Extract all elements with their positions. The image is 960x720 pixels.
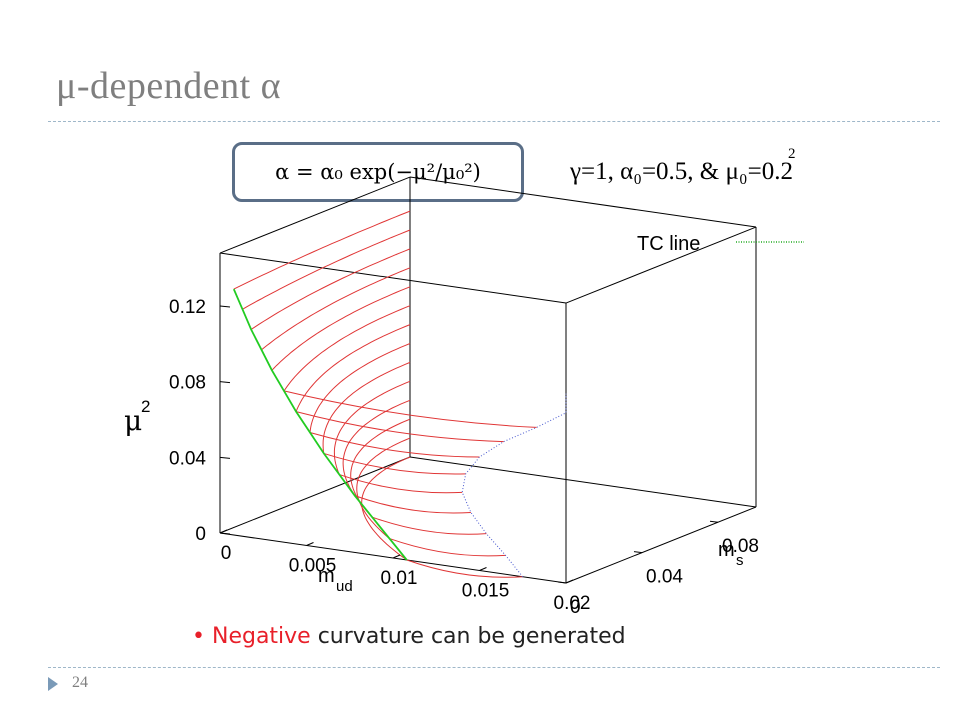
y-tick-mark [633, 551, 643, 554]
x-tick-label: 0.005 [289, 556, 337, 577]
x-tick-label: 0.015 [462, 581, 510, 602]
axis-ticks-group: 00.040.080.1200.0050.010.0150.0200.040.0… [169, 297, 759, 618]
x-tick-label: 0.02 [554, 593, 591, 614]
red-curve-branch [389, 538, 506, 557]
bullet-rest: curvature can be generated [310, 624, 626, 649]
plot-box-frame [219, 176, 757, 584]
red-curve [361, 456, 411, 561]
red-curve [242, 229, 411, 310]
z-tick-label: 0.04 [169, 448, 206, 469]
alpha-formula: α = α₀ exp(−μ²/μ₀²) [275, 160, 481, 184]
z-tick-label: 0.08 [169, 373, 206, 394]
legend-group: TC line [637, 233, 804, 255]
x-axis-label: m [318, 565, 335, 587]
red-curve-branch [372, 516, 487, 535]
box-edge-Bt-Ct [565, 226, 757, 304]
red-curve-branch [406, 559, 523, 578]
red-curve-branch [339, 474, 463, 494]
legend-entry-tc-line: TC line [637, 233, 700, 255]
title-divider [48, 121, 940, 122]
box-edge-B-C [565, 506, 757, 584]
red-curve-branch [295, 411, 504, 443]
y-tick-label: 0.08 [722, 536, 759, 557]
red-curve-branch [283, 390, 537, 428]
alpha-formula-box: α = α₀ exp(−μ²/μ₀²) [232, 142, 524, 202]
y-tick-mark [557, 581, 567, 584]
z-tick-label: 0 [195, 524, 206, 545]
bullet-text: • Negative curvature can be generated [192, 624, 626, 649]
red-curve [250, 248, 411, 330]
red-curve [295, 324, 411, 412]
z-tick-mark [219, 532, 231, 535]
box-edge-Ct-Dt [409, 176, 757, 228]
red-curve-branch [309, 432, 480, 458]
x-tick-mark [479, 567, 487, 571]
parameter-text: γ=1, α₀=0.5, & μ₀=0.2 2 [570, 146, 796, 186]
bullet-highlight: Negative [211, 624, 311, 649]
x-tick-mark [565, 579, 574, 584]
z-tick-mark [219, 305, 231, 308]
z-axis-label: μ [124, 404, 142, 437]
y-tick-label: 0 [570, 597, 581, 618]
x-tick-label: 0.01 [381, 568, 418, 589]
red-curve [271, 286, 411, 371]
x-tick-label: 0 [221, 543, 232, 564]
parameter-superscript: 2 [788, 146, 796, 162]
red-curve-branch [323, 452, 466, 475]
slide-title: μ-dependent α [56, 65, 282, 107]
tc-line-curve [232, 288, 408, 561]
parameter-values: γ=1, α₀=0.5, & μ₀=0.2 [570, 158, 793, 185]
red-curves-group [233, 210, 537, 578]
axis-labels-group: μ 2 m ud m s [124, 397, 744, 595]
tc-line-group [232, 288, 408, 561]
y-axis-label-subscript: s [736, 552, 744, 569]
red-curve [233, 210, 411, 290]
red-curve [283, 305, 411, 392]
y-tick-label: 0.04 [646, 567, 683, 588]
red-curve [356, 437, 411, 539]
x-tick-mark [219, 529, 228, 534]
z-tick-mark [219, 456, 231, 459]
page-number: 24 [72, 674, 88, 691]
red-curve [261, 267, 411, 351]
x-tick-mark [306, 542, 314, 546]
page-marker-icon [48, 677, 58, 691]
box-edge-At-Bt [219, 252, 567, 304]
box-edge-Dt-At [219, 176, 411, 254]
z-tick-mark [219, 381, 231, 384]
box-edge-D-A [219, 456, 411, 534]
box-edge-C-D [409, 456, 757, 508]
x-axis-label-subscript: ud [336, 578, 353, 595]
z-tick-label: 0.12 [169, 297, 206, 318]
z-axis-label-superscript: 2 [141, 397, 150, 416]
x-tick-mark [392, 554, 401, 559]
y-axis-label: m [718, 539, 735, 561]
ms-zero-dotted-curve [461, 393, 567, 578]
red-curve-branch [354, 495, 471, 514]
footer-divider [48, 667, 940, 668]
y-tick-mark [709, 520, 719, 523]
bullet-dot: • [192, 624, 205, 649]
dotted-curve-group [461, 393, 567, 578]
